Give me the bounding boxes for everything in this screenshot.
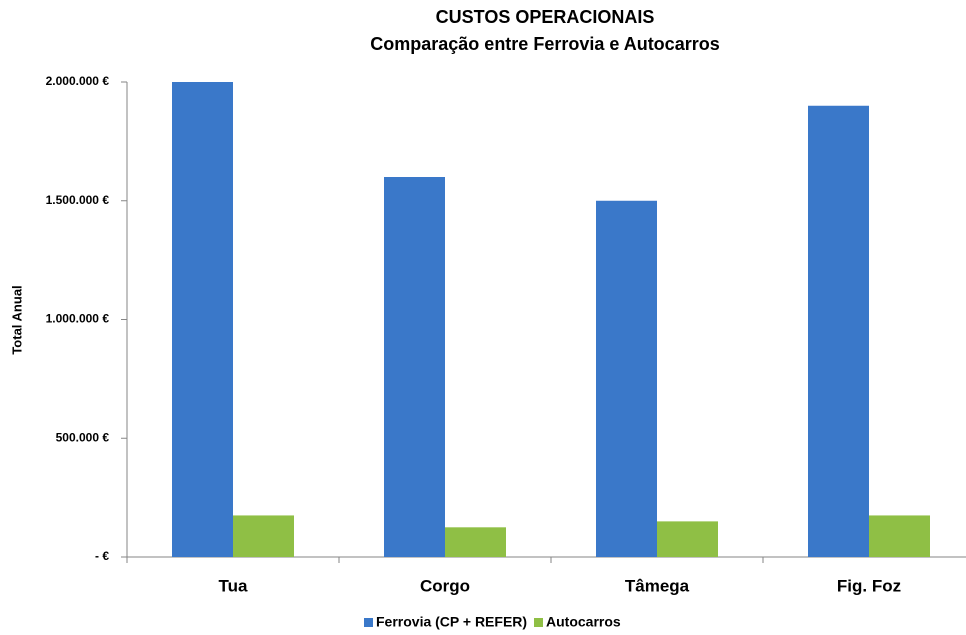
x-tick-label: Fig. Foz [837,576,901,595]
x-tick-label: Corgo [420,576,470,595]
y-tick-label: 2.000.000 € [46,74,110,88]
y-tick-label: 500.000 € [56,430,110,444]
legend-swatch [364,618,373,627]
chart-subtitle: Comparação entre Ferrovia e Autocarros [370,34,719,54]
bar [233,515,294,557]
bar [869,515,930,557]
y-axis-label: Total Anual [9,285,24,354]
chart-title: CUSTOS OPERACIONAIS [436,7,655,27]
legend-label: Autocarros [546,614,621,630]
x-tick-label: Tâmega [625,576,690,595]
x-tick-label: Tua [219,576,249,595]
y-tick-label: 1.000.000 € [46,312,110,326]
y-tick-label: - € [95,549,109,563]
legend-label: Ferrovia (CP + REFER) [376,614,527,630]
legend-swatch [534,618,543,627]
bar [657,521,718,557]
bar [384,177,445,557]
bar [596,200,657,557]
bar [172,82,233,557]
y-tick-label: 1.500.000 € [46,193,110,207]
bar [445,527,506,557]
bar [808,105,869,557]
